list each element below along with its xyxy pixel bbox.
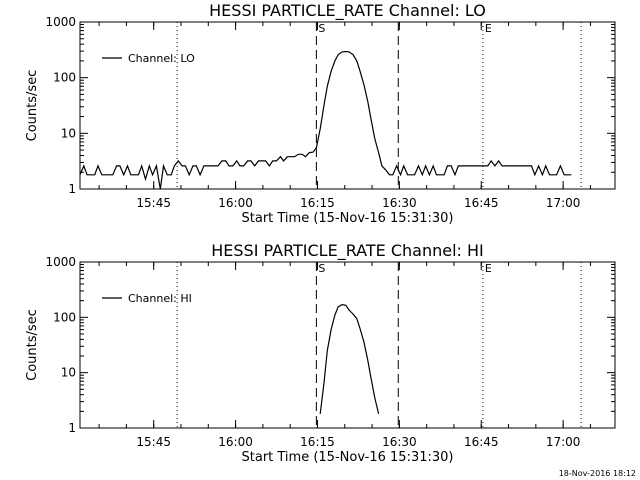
x-tick-label: 17:00: [546, 196, 581, 210]
y-axis-label: Counts/sec: [25, 309, 40, 381]
x-tick-label: 16:30: [382, 196, 417, 210]
time-marker-label: S: [318, 262, 325, 275]
x-tick-label: 15:45: [136, 435, 171, 449]
series-line: [319, 303, 380, 415]
y-tick-label: 100: [53, 71, 76, 85]
x-tick-label: 16:30: [382, 435, 417, 449]
time-marker-label: S: [318, 22, 325, 35]
plot-frame: [79, 21, 616, 190]
x-tick-label: 16:15: [300, 196, 335, 210]
x-tick-label: 16:45: [464, 196, 499, 210]
chart-title: HESSI PARTICLE_RATE Channel: HI: [211, 241, 484, 261]
time-marker-label: E: [485, 262, 492, 275]
series-line: [79, 50, 572, 190]
x-tick-label: 16:00: [218, 435, 253, 449]
y-tick-label: 1000: [45, 255, 76, 269]
y-tick-label: 10: [61, 366, 76, 380]
lo-channel-chart: HESSI PARTICLE_RATE Channel: LO 1 10 100 100…: [25, 1, 616, 226]
y-tick-label: 10: [61, 126, 76, 140]
x-tick-label: 16:00: [218, 196, 253, 210]
chart-title: HESSI PARTICLE_RATE Channel: LO: [209, 1, 486, 21]
hi-channel-chart: HESSI PARTICLE_RATE Channel: HI 1 10 100 100…: [25, 241, 616, 465]
footer-timestamp: 18-Nov-2016 18:12: [559, 469, 636, 478]
time-marker-label: E: [485, 22, 492, 35]
legend-label: Channel: HI: [128, 292, 192, 305]
y-tick-label: 1000: [45, 15, 76, 29]
x-tick-label: 16:45: [464, 435, 499, 449]
x-axis-label: Start Time (15-Nov-16 15:31:30): [242, 450, 454, 465]
legend-label: Channel: LO: [128, 52, 195, 65]
y-tick-label: 1: [68, 182, 76, 196]
y-axis-label: Counts/sec: [25, 70, 40, 142]
x-axis-label: Start Time (15-Nov-16 15:31:30): [242, 211, 454, 226]
plot-frame: [79, 261, 616, 429]
y-tick-label: 100: [53, 310, 76, 324]
x-tick-label: 15:45: [136, 196, 171, 210]
y-tick-label: 1: [68, 421, 76, 435]
x-tick-label: 17:00: [546, 435, 581, 449]
x-tick-label: 16:15: [300, 435, 335, 449]
